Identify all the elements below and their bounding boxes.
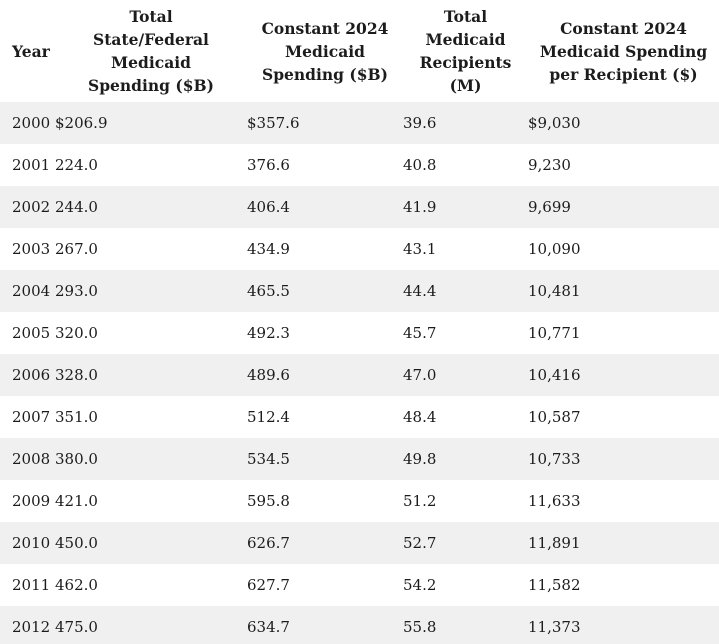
- year-cell: 2003: [12, 240, 51, 258]
- total-state-federal-spending-cell: 421.0: [55, 492, 98, 510]
- spending-per-recipient-cell: $9,030: [528, 114, 581, 132]
- total-state-federal-spending-cell: $206.9: [55, 114, 108, 132]
- total-state-federal-spending-cell: 462.0: [55, 576, 98, 594]
- total-recipients-cell: 40.8: [403, 156, 437, 174]
- year-cell: 2001: [12, 156, 51, 174]
- total-state-federal-spending-cell: 351.0: [55, 408, 98, 426]
- total-state-federal-spending-cell: 267.0: [55, 240, 98, 258]
- table-row: 2007 351.0 512.4 48.4 10,587: [0, 396, 719, 438]
- total-recipients-cell: 49.8: [403, 450, 437, 468]
- year-cell: 2008: [12, 450, 51, 468]
- column-header-total-state-federal-spending: Total State/Federal Medicaid Spending ($…: [55, 0, 247, 102]
- total-state-federal-spending-cell: 475.0: [55, 618, 98, 636]
- total-state-federal-spending-cell: 244.0: [55, 198, 98, 216]
- total-state-federal-spending-cell: 320.0: [55, 324, 98, 342]
- total-recipients-cell: 54.2: [403, 576, 437, 594]
- table-row: 2009 421.0 595.8 51.2 11,633: [0, 480, 719, 522]
- constant-2024-spending-cell: 634.7: [247, 618, 290, 636]
- total-recipients-cell: 39.6: [403, 114, 437, 132]
- column-header-label: Total State/Federal Medicaid Spending ($…: [88, 7, 214, 95]
- table-row: 2010 450.0 626.7 52.7 11,891: [0, 522, 719, 564]
- constant-2024-spending-cell: 465.5: [247, 282, 290, 300]
- total-recipients-cell: 44.4: [403, 282, 437, 300]
- total-recipients-cell: 43.1: [403, 240, 437, 258]
- constant-2024-spending-cell: 489.6: [247, 366, 290, 384]
- table-row: 2011 462.0 627.7 54.2 11,582: [0, 564, 719, 606]
- constant-2024-spending-cell: $357.6: [247, 114, 300, 132]
- spending-per-recipient-cell: 9,230: [528, 156, 571, 174]
- table-row: 2003 267.0 434.9 43.1 10,090: [0, 228, 719, 270]
- column-header-year: Year: [0, 0, 55, 102]
- spending-per-recipient-cell: 11,633: [528, 492, 581, 510]
- year-cell: 2010: [12, 534, 51, 552]
- year-cell: 2012: [12, 618, 51, 636]
- column-header-spending-per-recipient: Constant 2024 Medicaid Spending per Reci…: [528, 0, 719, 102]
- total-recipients-cell: 52.7: [403, 534, 437, 552]
- spending-per-recipient-cell: 11,373: [528, 618, 581, 636]
- table-row: 2008 380.0 534.5 49.8 10,733: [0, 438, 719, 480]
- table-body: 2000 $206.9 $357.6 39.6 $9,030 2001 224.…: [0, 102, 719, 644]
- table-row: 2012 475.0 634.7 55.8 11,373: [0, 606, 719, 644]
- column-header-label: Constant 2024 Medicaid Spending ($B): [261, 18, 389, 84]
- table-row: 2002 244.0 406.4 41.9 9,699: [0, 186, 719, 228]
- spending-per-recipient-cell: 9,699: [528, 198, 571, 216]
- column-header-label: Total Medicaid Recipients (M): [419, 7, 512, 95]
- year-cell: 2002: [12, 198, 51, 216]
- column-header-total-recipients: Total Medicaid Recipients (M): [403, 0, 528, 102]
- total-state-federal-spending-cell: 293.0: [55, 282, 98, 300]
- year-cell: 2004: [12, 282, 51, 300]
- table-row: 2004 293.0 465.5 44.4 10,481: [0, 270, 719, 312]
- year-cell: 2006: [12, 366, 51, 384]
- constant-2024-spending-cell: 595.8: [247, 492, 290, 510]
- column-header-label: Constant 2024 Medicaid Spending per Reci…: [539, 18, 708, 84]
- total-state-federal-spending-cell: 224.0: [55, 156, 98, 174]
- spending-per-recipient-cell: 10,771: [528, 324, 581, 342]
- spending-per-recipient-cell: 10,733: [528, 450, 581, 468]
- header-row: Year Total State/Federal Medicaid Spendi…: [0, 0, 719, 102]
- total-state-federal-spending-cell: 450.0: [55, 534, 98, 552]
- table-row: 2006 328.0 489.6 47.0 10,416: [0, 354, 719, 396]
- table-header: Year Total State/Federal Medicaid Spendi…: [0, 0, 719, 102]
- total-recipients-cell: 48.4: [403, 408, 437, 426]
- constant-2024-spending-cell: 492.3: [247, 324, 290, 342]
- constant-2024-spending-cell: 626.7: [247, 534, 290, 552]
- table-row: 2001 224.0 376.6 40.8 9,230: [0, 144, 719, 186]
- constant-2024-spending-cell: 376.6: [247, 156, 290, 174]
- year-cell: 2005: [12, 324, 51, 342]
- spending-per-recipient-cell: 10,481: [528, 282, 581, 300]
- year-cell: 2007: [12, 408, 51, 426]
- constant-2024-spending-cell: 512.4: [247, 408, 290, 426]
- total-recipients-cell: 47.0: [403, 366, 437, 384]
- spending-per-recipient-cell: 10,587: [528, 408, 581, 426]
- constant-2024-spending-cell: 627.7: [247, 576, 290, 594]
- spending-per-recipient-cell: 11,582: [528, 576, 581, 594]
- total-recipients-cell: 55.8: [403, 618, 437, 636]
- spending-per-recipient-cell: 10,090: [528, 240, 581, 258]
- constant-2024-spending-cell: 406.4: [247, 198, 290, 216]
- column-header-constant-2024-spending: Constant 2024 Medicaid Spending ($B): [247, 0, 403, 102]
- total-recipients-cell: 51.2: [403, 492, 437, 510]
- year-cell: 2009: [12, 492, 51, 510]
- spending-per-recipient-cell: 10,416: [528, 366, 581, 384]
- total-recipients-cell: 45.7: [403, 324, 437, 342]
- spending-per-recipient-cell: 11,891: [528, 534, 581, 552]
- constant-2024-spending-cell: 434.9: [247, 240, 290, 258]
- year-cell: 2000: [12, 114, 51, 132]
- total-recipients-cell: 41.9: [403, 198, 437, 216]
- constant-2024-spending-cell: 534.5: [247, 450, 290, 468]
- table-row: 2000 $206.9 $357.6 39.6 $9,030: [0, 102, 719, 144]
- year-cell: 2011: [12, 576, 51, 594]
- total-state-federal-spending-cell: 328.0: [55, 366, 98, 384]
- total-state-federal-spending-cell: 380.0: [55, 450, 98, 468]
- table-row: 2005 320.0 492.3 45.7 10,771: [0, 312, 719, 354]
